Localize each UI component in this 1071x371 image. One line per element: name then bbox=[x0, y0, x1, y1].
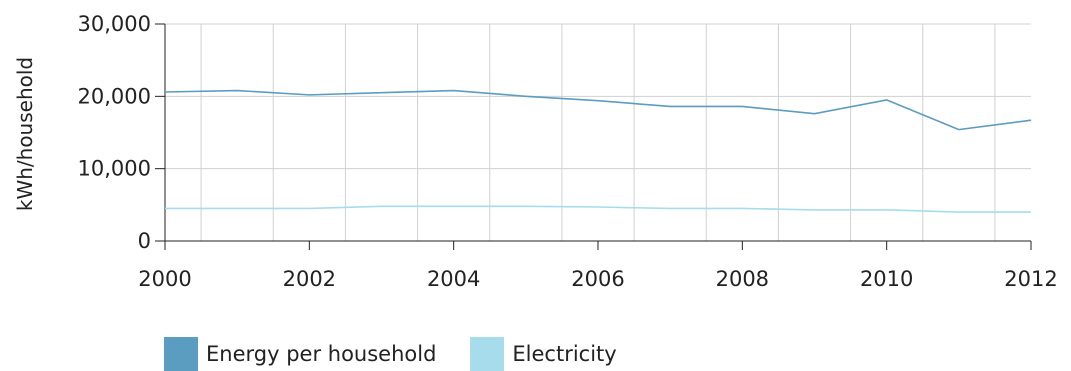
series-line-electricity bbox=[165, 205, 1031, 213]
x-tick-label: 2000 bbox=[138, 267, 191, 291]
x-tick-labels: 2000 2002 2004 2006 2008 2010 2012 bbox=[138, 267, 1057, 291]
y-tick-label: 0 bbox=[138, 229, 151, 253]
x-tick-label: 2002 bbox=[283, 267, 336, 291]
grid-lines bbox=[165, 23, 1031, 241]
series-lines bbox=[164, 89, 1032, 213]
x-tick-label: 2010 bbox=[860, 267, 913, 291]
x-tick-label: 2004 bbox=[427, 267, 480, 291]
legend-item-energy[interactable]: Energy per household bbox=[164, 337, 436, 371]
legend-swatch-energy bbox=[164, 337, 198, 371]
x-tick-label: 2012 bbox=[1004, 267, 1057, 291]
legend: Energy per household Electricity bbox=[164, 337, 651, 371]
y-axis-title: kWh/household bbox=[13, 57, 37, 211]
x-tick-label: 2006 bbox=[571, 267, 624, 291]
y-tick-label: 10,000 bbox=[78, 157, 151, 181]
legend-label-energy: Energy per household bbox=[206, 342, 437, 366]
y-tick-label: 30,000 bbox=[78, 12, 151, 36]
axes bbox=[155, 23, 1032, 250]
line-chart: 0 10,000 20,000 30,000 2000 2002 2004 2006 2008… bbox=[13, 12, 1058, 291]
legend-label-electricity: Electricity bbox=[512, 342, 617, 366]
y-tick-label: 20,000 bbox=[78, 84, 151, 108]
series-line-energy bbox=[164, 89, 1032, 131]
legend-swatch-electricity bbox=[470, 337, 505, 371]
legend-item-electricity[interactable]: Electricity bbox=[470, 337, 617, 371]
x-tick-label: 2008 bbox=[716, 267, 769, 291]
y-tick-labels: 0 10,000 20,000 30,000 bbox=[78, 12, 151, 253]
